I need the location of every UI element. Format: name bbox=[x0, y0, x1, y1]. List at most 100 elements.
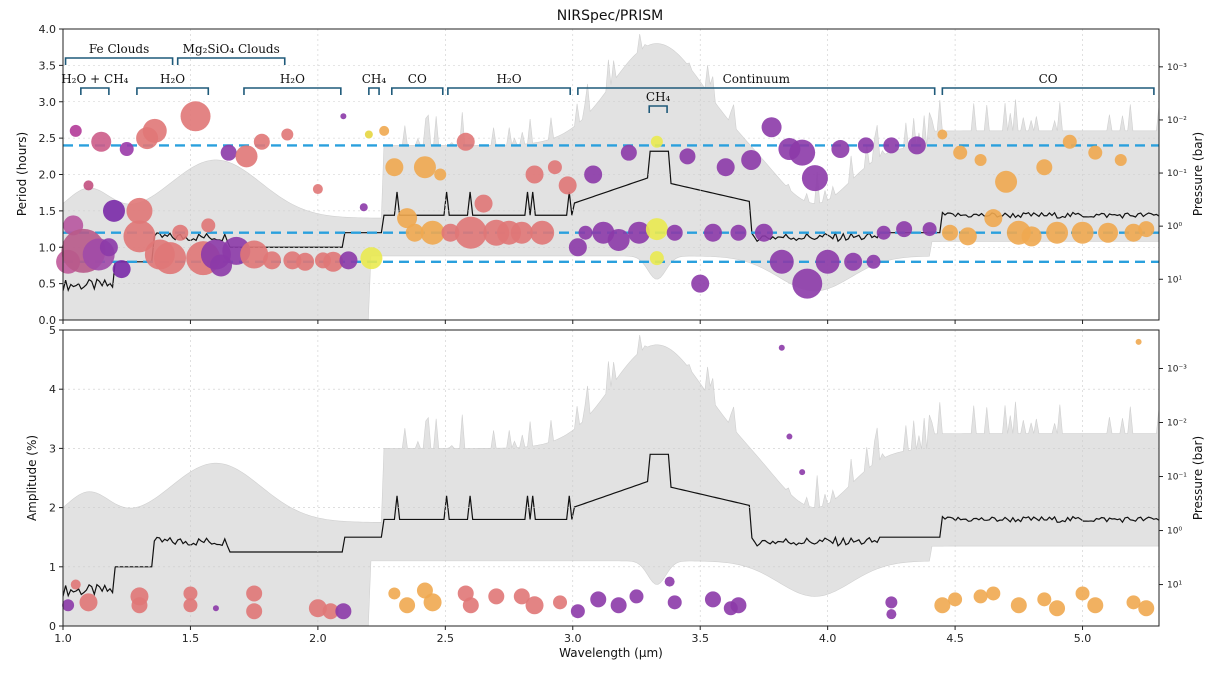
data-point bbox=[441, 223, 460, 242]
data-point bbox=[397, 208, 418, 229]
data-point bbox=[547, 160, 562, 175]
data-point bbox=[973, 589, 988, 604]
data-point bbox=[995, 170, 1018, 193]
data-point bbox=[1138, 600, 1155, 617]
region-bracket bbox=[391, 87, 444, 95]
region-label: H₂O bbox=[280, 72, 305, 86]
bottom-panel: 0 1 2 3 4 5 10⁻³ 10⁻² 10⁻¹ 10⁰ 10¹ 1.0 1.5 2.0 2.5 3.… bbox=[25, 324, 1205, 660]
data-point bbox=[360, 247, 383, 270]
data-point bbox=[112, 260, 131, 279]
data-point bbox=[399, 597, 416, 614]
x-tick-label: 1.0 bbox=[54, 632, 72, 645]
region-label: CH₄ bbox=[646, 90, 671, 104]
data-point bbox=[789, 139, 816, 166]
data-point bbox=[934, 597, 951, 614]
y-tick-label: 1.0 bbox=[39, 241, 57, 254]
bottom-right-label: Pressure (bar) bbox=[1191, 436, 1205, 520]
data-point bbox=[896, 221, 913, 238]
x-tick-label: 4.0 bbox=[819, 632, 837, 645]
x-tick-label: 5.0 bbox=[1074, 632, 1092, 645]
bottom-scatter-points bbox=[62, 338, 1155, 620]
right-tick-label: 10⁻² bbox=[1167, 419, 1187, 429]
region-label: H₂O bbox=[496, 72, 521, 86]
data-point bbox=[296, 252, 315, 271]
data-point bbox=[339, 251, 358, 270]
data-point bbox=[620, 144, 637, 161]
chart-title: NIRSpec/PRISM bbox=[557, 8, 663, 24]
right-tick-label: 10⁻³ bbox=[1167, 364, 1187, 374]
data-point bbox=[553, 595, 568, 610]
data-point bbox=[212, 605, 219, 612]
data-point bbox=[886, 609, 897, 620]
data-point bbox=[359, 203, 368, 212]
data-point bbox=[308, 599, 327, 618]
data-point bbox=[530, 220, 555, 245]
data-point bbox=[645, 218, 668, 241]
data-point bbox=[142, 118, 167, 143]
y-tick-label: 0.5 bbox=[39, 278, 57, 291]
y-tick-label: 2.0 bbox=[39, 169, 57, 182]
data-point bbox=[937, 129, 948, 140]
data-point bbox=[907, 136, 926, 155]
data-point bbox=[154, 242, 187, 275]
y-tick-label: 1.5 bbox=[39, 205, 57, 218]
data-point bbox=[578, 225, 593, 240]
data-point bbox=[340, 113, 347, 120]
top-scatter-points bbox=[56, 101, 1155, 299]
data-point bbox=[792, 268, 823, 299]
y-tick-label: 0 bbox=[49, 620, 56, 633]
data-point bbox=[948, 592, 963, 607]
median-line bbox=[62, 453, 1160, 598]
region-label: H₂O + CH₄ bbox=[61, 72, 128, 86]
bottom-right-axis: 10⁻³ 10⁻² 10⁻¹ 10⁰ 10¹ bbox=[1159, 364, 1187, 591]
top-y-label: Period (hours) bbox=[15, 132, 29, 216]
data-point bbox=[322, 603, 339, 620]
data-point bbox=[99, 238, 118, 257]
data-point bbox=[986, 586, 1001, 601]
data-point bbox=[423, 593, 442, 612]
data-point bbox=[1021, 226, 1042, 247]
data-point bbox=[984, 209, 1003, 228]
data-point bbox=[1036, 159, 1053, 176]
data-point bbox=[974, 153, 987, 166]
x-tick-label: 2.0 bbox=[309, 632, 327, 645]
data-point bbox=[102, 199, 125, 222]
data-point bbox=[1138, 221, 1155, 238]
right-tick-label: 10⁰ bbox=[1167, 527, 1182, 537]
data-point bbox=[172, 224, 189, 241]
data-point bbox=[79, 593, 98, 612]
y-tick-label: 4 bbox=[49, 383, 56, 396]
data-point bbox=[1049, 600, 1066, 617]
data-point bbox=[568, 238, 587, 257]
data-point bbox=[607, 228, 630, 251]
data-point bbox=[126, 197, 153, 224]
data-point bbox=[1087, 597, 1104, 614]
data-point bbox=[704, 591, 721, 608]
data-point bbox=[62, 599, 75, 612]
right-tick-label: 10¹ bbox=[1167, 581, 1182, 591]
data-point bbox=[456, 132, 475, 151]
right-tick-label: 10⁻¹ bbox=[1167, 473, 1187, 483]
data-point bbox=[246, 585, 263, 602]
data-point bbox=[510, 221, 533, 244]
region-bracket bbox=[368, 87, 380, 95]
data-point bbox=[525, 165, 544, 184]
data-point bbox=[83, 180, 94, 191]
data-point bbox=[462, 597, 479, 614]
spectrum-band bbox=[62, 33, 1160, 321]
bottom-y-axis: 0 1 2 3 4 5 bbox=[49, 324, 63, 633]
y-tick-label: 3 bbox=[49, 442, 56, 455]
data-point bbox=[664, 576, 675, 587]
data-point bbox=[741, 149, 762, 170]
right-tick-label: 10⁻² bbox=[1167, 116, 1187, 126]
top-spectrum-band bbox=[62, 33, 1160, 321]
data-point bbox=[1010, 597, 1027, 614]
data-point bbox=[240, 240, 269, 269]
region-bracket bbox=[941, 87, 1155, 95]
x-tick-label: 4.5 bbox=[946, 632, 964, 645]
region-bracket bbox=[577, 87, 936, 95]
data-point bbox=[183, 586, 198, 601]
data-point bbox=[691, 274, 710, 293]
data-point bbox=[263, 251, 282, 270]
